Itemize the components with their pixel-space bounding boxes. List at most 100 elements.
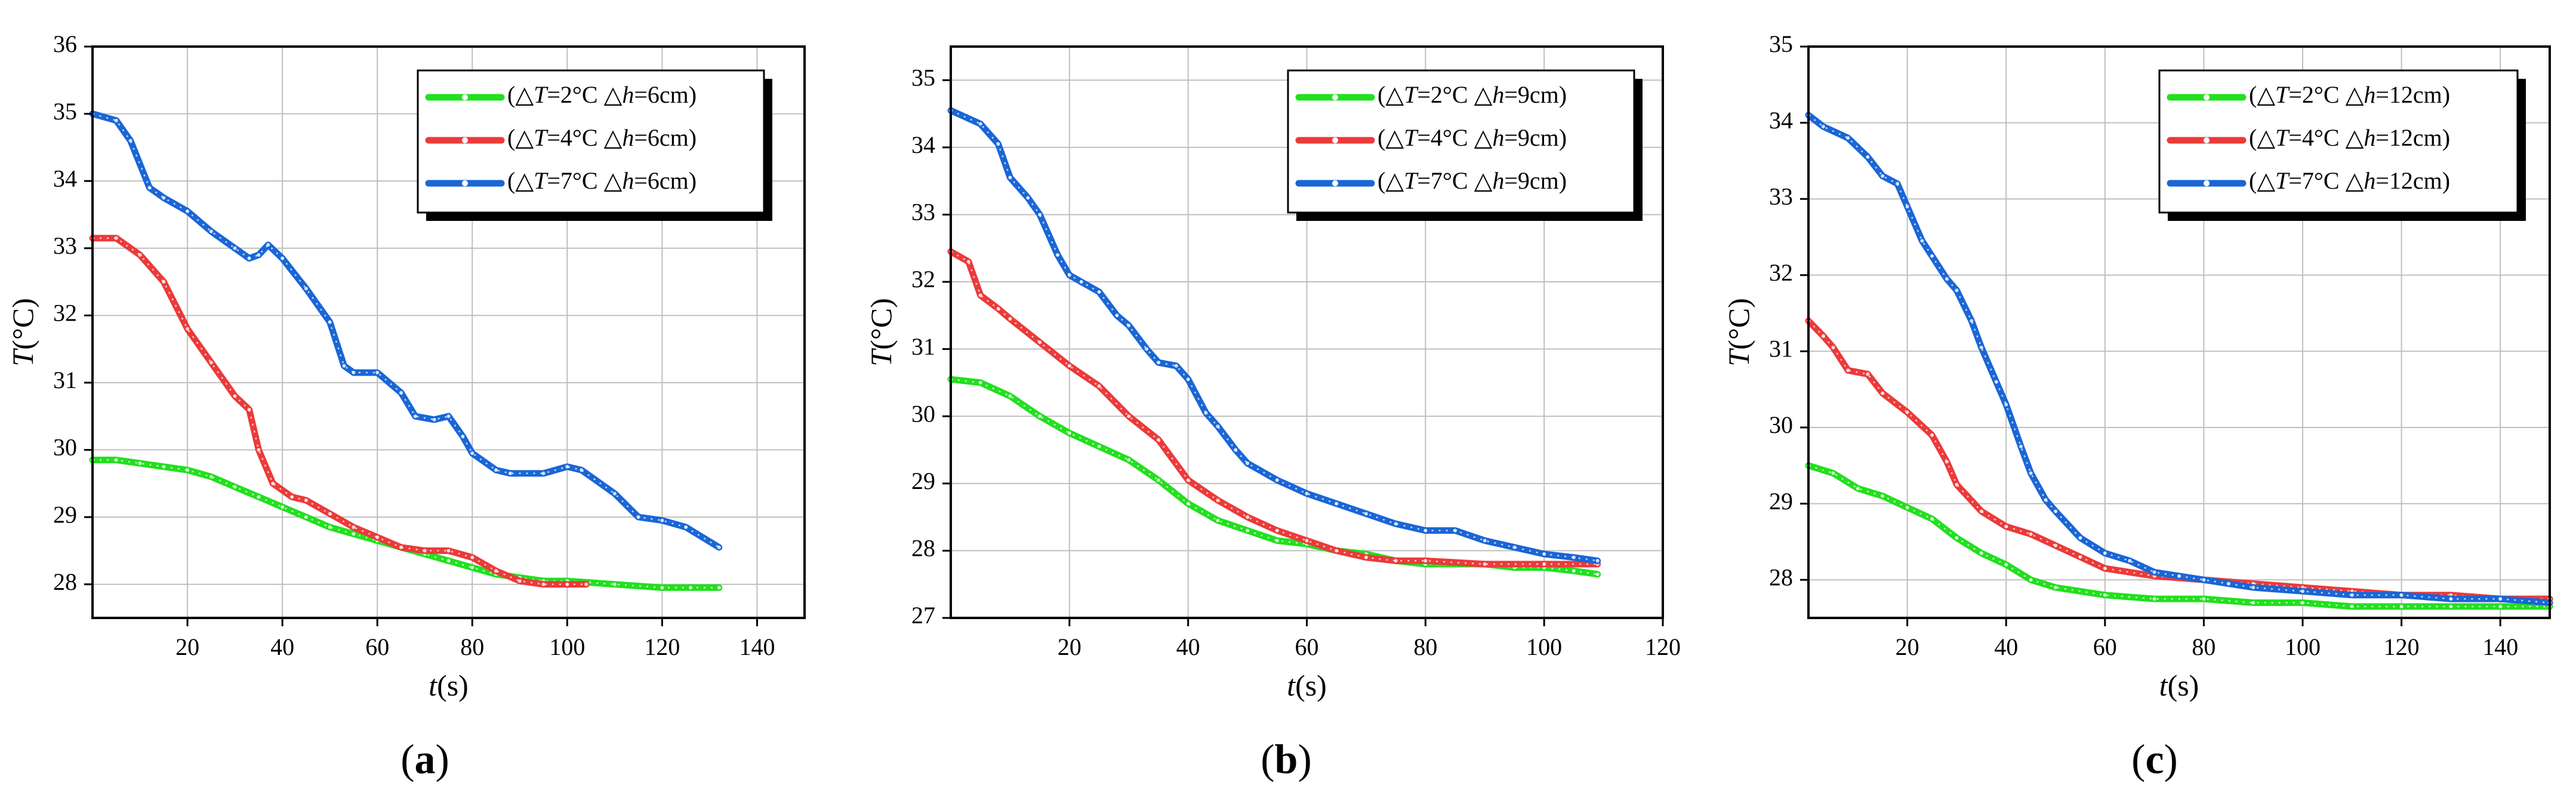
legend-marker bbox=[462, 94, 468, 100]
x-tick-label: 80 bbox=[2192, 633, 2216, 660]
data-point bbox=[517, 579, 522, 583]
data-point bbox=[1216, 518, 1220, 522]
data-point bbox=[1831, 471, 1835, 475]
legend-entry-label-part: =9cm) bbox=[1504, 124, 1567, 151]
data-point bbox=[1881, 174, 1885, 178]
data-point bbox=[2202, 578, 2206, 582]
data-point bbox=[1246, 462, 1250, 466]
y-axis-label-unit: (°C) bbox=[6, 298, 39, 350]
y-tick-label: 32 bbox=[53, 300, 77, 327]
legend-entry-label-part: =2°C △ bbox=[2288, 81, 2364, 108]
series-line-texture bbox=[93, 237, 587, 585]
data-point bbox=[978, 293, 982, 297]
data-point bbox=[1572, 555, 1576, 559]
data-point bbox=[209, 229, 213, 233]
data-point bbox=[432, 417, 436, 422]
data-point bbox=[2350, 593, 2354, 597]
data-point bbox=[1955, 288, 1959, 293]
data-point bbox=[186, 468, 190, 472]
legend-entry-label-part: (△ bbox=[507, 124, 534, 151]
data-point bbox=[1204, 411, 1208, 415]
x-tick-label: 20 bbox=[175, 633, 199, 660]
legend-entry-label-part: T bbox=[1404, 124, 1419, 151]
legend-marker bbox=[2204, 180, 2210, 186]
data-point bbox=[1216, 498, 1220, 502]
data-point bbox=[1994, 380, 1998, 384]
chart-panel-1: 20 40 60 80 100 120 140 28 29 30 31 32 33 34 35 36 t(s) T… bbox=[6, 30, 806, 783]
legend-marker bbox=[1332, 137, 1338, 143]
data-point bbox=[1930, 254, 1934, 258]
data-point bbox=[2029, 532, 2033, 536]
data-point bbox=[162, 464, 166, 469]
data-point bbox=[1186, 478, 1190, 482]
x-tick-label: 120 bbox=[1645, 633, 1681, 660]
legend-marker bbox=[462, 180, 468, 186]
legend: (△T=2°C △h=9cm)(△T=4°C △h=9cm)(△T=7°C △h… bbox=[1287, 69, 1643, 221]
data-point bbox=[1512, 545, 1517, 549]
panel-label-letter: b bbox=[1275, 737, 1298, 783]
data-point bbox=[1275, 539, 1279, 543]
legend-entry-label: (△T=2°C △h=12cm) bbox=[2249, 81, 2450, 108]
data-point bbox=[423, 549, 427, 553]
x-axis-label: t(s) bbox=[429, 669, 469, 702]
data-point bbox=[1394, 522, 1398, 526]
data-point bbox=[996, 142, 1000, 146]
legend-entry-label: (△T=4°C △h=6cm) bbox=[507, 124, 697, 151]
x-tick-label: 60 bbox=[365, 633, 389, 660]
legend-entry-label-part: h bbox=[622, 124, 634, 151]
legend-entry-label-part: h bbox=[2364, 124, 2375, 151]
legend-marker bbox=[462, 137, 468, 143]
y-axis-label-unit: (°C) bbox=[864, 298, 898, 350]
data-point bbox=[1905, 204, 1909, 208]
data-point bbox=[399, 390, 403, 395]
data-point bbox=[1115, 313, 1119, 318]
x-tick-label: 40 bbox=[1176, 633, 1200, 660]
axes-frame bbox=[91, 45, 806, 619]
panel-label: (c) bbox=[2131, 737, 2178, 783]
panel-label-letter: a bbox=[415, 737, 436, 783]
legend-entry-label-part: T bbox=[534, 124, 549, 151]
data-point bbox=[470, 451, 474, 456]
legend-entry-label-part: h bbox=[622, 81, 634, 108]
data-point bbox=[342, 364, 346, 368]
legend-entry-label-part: (△ bbox=[1378, 167, 1404, 194]
data-point bbox=[138, 253, 142, 257]
data-point bbox=[328, 320, 332, 324]
legend-entry-label-part: =4°C △ bbox=[2288, 124, 2364, 151]
data-point bbox=[114, 118, 118, 122]
y-tick-label: 33 bbox=[1769, 183, 1793, 210]
data-point bbox=[612, 582, 617, 586]
data-point bbox=[996, 307, 1000, 311]
data-point bbox=[281, 256, 285, 260]
data-point bbox=[1979, 509, 1983, 513]
y-tick-label: 32 bbox=[911, 266, 935, 293]
data-point bbox=[233, 394, 237, 398]
y-tick-label: 31 bbox=[1769, 336, 1793, 362]
data-point bbox=[2103, 593, 2107, 597]
data-point bbox=[1026, 196, 1030, 200]
legend-entry-label-part: h bbox=[622, 167, 634, 194]
legend-entry-label-part: T bbox=[2275, 167, 2290, 194]
series-line-2c bbox=[1805, 462, 2553, 610]
data-point bbox=[2350, 604, 2354, 608]
legend-entry-label-part: (△ bbox=[1378, 124, 1404, 151]
legend-entry-label-part: h bbox=[2364, 167, 2375, 194]
y-axis-label: T(°C) bbox=[864, 298, 898, 366]
legend-entry-label: (△T=7°C △h=12cm) bbox=[2249, 167, 2450, 194]
panel-label-paren: ( bbox=[400, 737, 414, 783]
data-point bbox=[1595, 559, 1600, 563]
data-point bbox=[1127, 458, 1131, 462]
data-point bbox=[1097, 444, 1101, 448]
data-point bbox=[162, 280, 166, 284]
data-point bbox=[2399, 593, 2404, 597]
legend-entry-label-part: =6cm) bbox=[634, 124, 697, 151]
x-tick-label: 20 bbox=[1896, 633, 1919, 660]
data-point bbox=[1127, 324, 1131, 328]
y-tick-label: 36 bbox=[53, 30, 77, 57]
data-point bbox=[114, 458, 118, 462]
data-point bbox=[375, 535, 380, 539]
y-tick-label: 29 bbox=[911, 467, 935, 494]
data-point bbox=[2044, 498, 2048, 502]
legend-entry-label: (△T=4°C △h=12cm) bbox=[2249, 124, 2450, 151]
